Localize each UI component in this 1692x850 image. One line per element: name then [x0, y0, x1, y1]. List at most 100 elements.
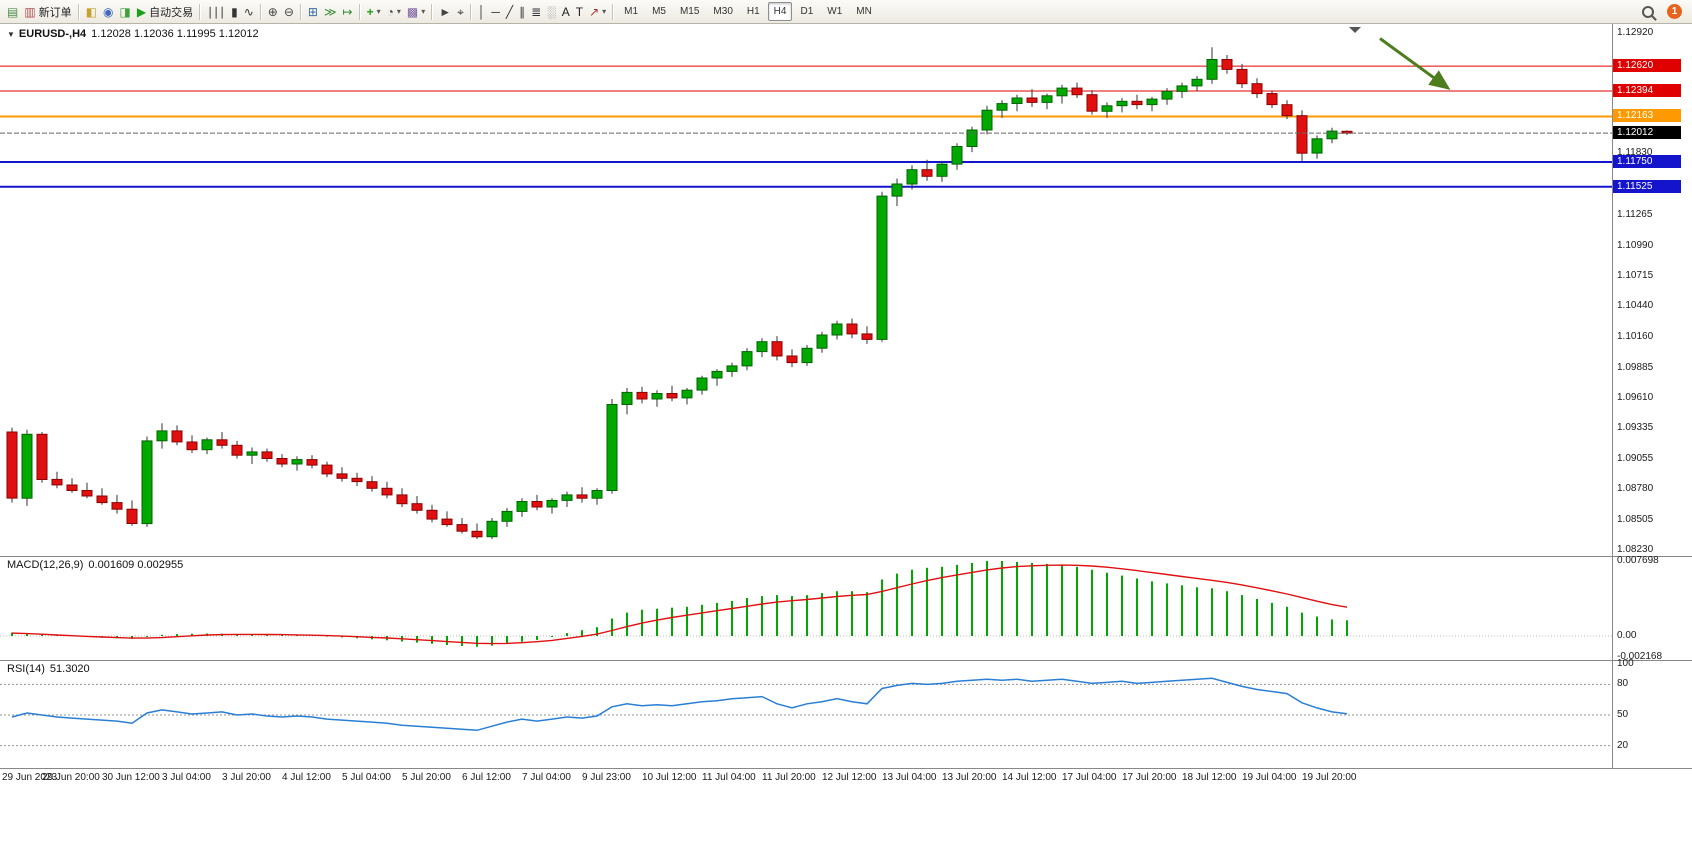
indicators-icon: + [366, 4, 374, 19]
timeframe-toolbar: M1 M5 M15 M30 H1 H4 D1 W1 MN [617, 2, 879, 21]
timeframe-m30[interactable]: M30 [713, 6, 733, 17]
zoom-in-icon: ⊕ [267, 4, 278, 19]
periods-icon: ◔ [386, 4, 394, 19]
toolbar-separator [259, 3, 262, 20]
auto-scroll-icon: ≫ [323, 4, 337, 19]
macd-caption: MACD(12,26,9) 0.001609 0.002955 [7, 559, 183, 571]
toolbar-separator [199, 3, 202, 20]
label-icon: T [575, 4, 584, 19]
rsi-name: RSI(14) [7, 663, 45, 675]
arrows-button[interactable]: ↗ ▾ [586, 2, 609, 22]
trendline-icon: ╱ [505, 4, 514, 19]
timeframe-d1[interactable]: D1 [800, 6, 814, 17]
search-button[interactable] [1639, 2, 1657, 22]
vertical-line-button[interactable]: │ [475, 2, 489, 22]
periods-button[interactable]: ◔ ▾ [384, 2, 404, 22]
timeframe-m1[interactable]: M1 [624, 6, 639, 17]
terminal-icon: ◨ [119, 4, 131, 19]
candlestick-chart-icon: ▮ [231, 4, 238, 19]
zoom-in-button[interactable]: ⊕ [265, 2, 281, 22]
arrows-button-dropdown-icon: ▾ [602, 7, 607, 16]
cursor-button[interactable]: ► [436, 2, 454, 22]
toolbar-separator [612, 3, 615, 20]
timeframe-m15[interactable]: M15 [679, 6, 700, 17]
indicators-button-dropdown-icon: ▾ [376, 7, 381, 16]
autotrading-icon: ▶ [136, 4, 147, 19]
crosshair-icon: ⌖ [457, 4, 464, 19]
toolbar: ▤ ▥ 新订单 ◧ ◉ ◨ ▶ 自动交易 ∣∣∣ ▮ ∿ ⊕ ⊖ ⊞ ≫ ↦ + ▾ ◔ ▾ ▩ ▾ ► ⌖ │ ─ ╱ ∥ ≣ ░ A T ↗… [0, 0, 1692, 24]
market-watch-button[interactable]: ◧ [83, 2, 100, 22]
horizontal-lines[interactable] [0, 65, 1612, 188]
auto-scroll-button[interactable]: ≫ [321, 2, 340, 22]
bar-chart-button[interactable]: ∣∣∣ [204, 2, 228, 22]
search-icon [1642, 5, 1654, 18]
toolbar-separator [358, 3, 361, 20]
rsi-line [11, 677, 1348, 732]
timeframe-h4[interactable]: H4 [767, 2, 793, 21]
zoom-out-icon: ⊖ [283, 4, 294, 19]
notification-badge[interactable]: 1 [1667, 4, 1682, 19]
arrows-icon: ↗ [589, 4, 600, 19]
horizontal-line-button[interactable]: ─ [488, 2, 503, 22]
rsi-value: 51.3020 [49, 663, 90, 675]
periods-button-dropdown-icon: ▾ [396, 7, 401, 16]
trendline-button[interactable]: ╱ [503, 2, 516, 22]
time-axis[interactable] [0, 768, 1612, 788]
chart-shift-icon: ↦ [342, 4, 353, 19]
timeframe-w1[interactable]: W1 [827, 6, 843, 17]
toolbar-separator [77, 3, 80, 20]
symbol-period-label: EURUSD-,H4 [18, 28, 87, 40]
new-order-button[interactable]: ▥ 新订单 [21, 2, 74, 22]
price-scale[interactable] [1612, 24, 1692, 768]
cursor-icon: ► [439, 4, 452, 19]
macd-signal-line [11, 564, 1348, 645]
crosshair-button[interactable]: ⌖ [454, 2, 467, 22]
chart-caption: ▼ EURUSD-,H4 1.12028 1.12036 1.11995 1.120… [7, 28, 259, 40]
toolbar-right: 1 [1639, 2, 1688, 22]
terminal-button[interactable]: ◨ [117, 2, 134, 22]
templates-button[interactable]: ▩ ▾ [404, 2, 428, 22]
tile-windows-button[interactable]: ⊞ [305, 2, 321, 22]
templates-icon: ▩ [406, 4, 419, 19]
macd-name: MACD(12,26,9) [7, 559, 84, 571]
indicators-button[interactable]: + ▾ [364, 2, 384, 22]
new-chart-icon: ▤ [7, 4, 19, 19]
autotrading-button-label: 自动交易 [149, 6, 194, 19]
new-order-button-label: 新订单 [38, 6, 72, 19]
text-button[interactable]: A [559, 2, 573, 22]
fibonacci-button[interactable]: ≣ [528, 2, 544, 22]
toolbar-buttons: ▤ ▥ 新订单 ◧ ◉ ◨ ▶ 自动交易 ∣∣∣ ▮ ∿ ⊕ ⊖ ⊞ ≫ ↦ + ▾ ◔ ▾ ▩ ▾ ► ⌖ │ ─ ╱ ∥ ≣ ░ A T ↗… [4, 2, 617, 22]
timeframe-m5[interactable]: M5 [652, 6, 666, 17]
chart-shift-marker[interactable] [1349, 27, 1361, 33]
rsi-panel-lines [0, 683, 1612, 747]
timeframe-mn[interactable]: MN [856, 6, 872, 17]
cycle-lines-button[interactable]: ░ [544, 2, 559, 22]
line-chart-icon: ∿ [243, 4, 254, 19]
tile-windows-icon: ⊞ [307, 4, 318, 19]
vertical-line-icon: │ [477, 4, 486, 19]
macd-histogram [0, 561, 1612, 647]
bar-chart-icon: ∣∣∣ [207, 4, 226, 19]
collapse-icon: ▼ [7, 30, 15, 39]
ohlc-values: 1.12028 1.12036 1.11995 1.12012 [91, 28, 259, 40]
macd-values: 0.001609 0.002955 [88, 559, 184, 571]
timeframe-h1[interactable]: H1 [746, 6, 760, 17]
panel-separators [0, 24, 1692, 769]
chart-shift-button[interactable]: ↦ [340, 2, 356, 22]
new-chart-button[interactable]: ▤ [4, 2, 21, 22]
line-chart-button[interactable]: ∿ [241, 2, 257, 22]
navigator-button[interactable]: ◉ [100, 2, 116, 22]
zoom-out-button[interactable]: ⊖ [281, 2, 297, 22]
navigator-icon: ◉ [103, 4, 114, 19]
candlestick-chart-button[interactable]: ▮ [228, 2, 241, 22]
channel-icon: ∥ [519, 4, 526, 19]
autotrading-button[interactable]: ▶ 自动交易 [134, 2, 196, 22]
horizontal-line-icon: ─ [491, 4, 500, 19]
channel-button[interactable]: ∥ [516, 2, 528, 22]
label-button[interactable]: T [573, 2, 586, 22]
green-arrow-annotation[interactable] [1379, 37, 1451, 90]
market-watch-icon: ◧ [85, 4, 98, 19]
text-icon: A [561, 4, 570, 19]
